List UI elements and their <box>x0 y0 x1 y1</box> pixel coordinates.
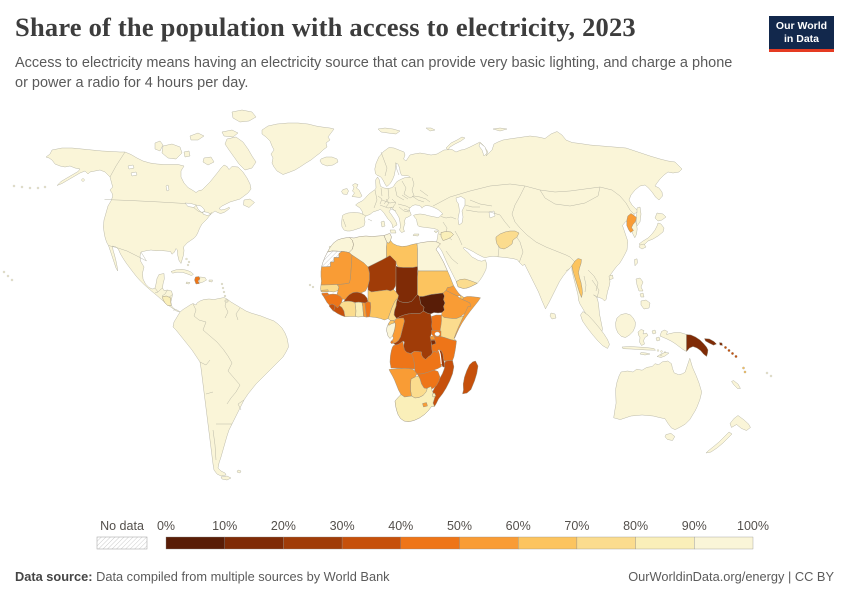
svg-text:100%: 100% <box>737 519 769 533</box>
svg-text:30%: 30% <box>330 519 355 533</box>
svg-text:80%: 80% <box>623 519 648 533</box>
svg-text:50%: 50% <box>447 519 472 533</box>
svg-text:40%: 40% <box>388 519 413 533</box>
svg-text:10%: 10% <box>212 519 237 533</box>
svg-text:0%: 0% <box>157 519 175 533</box>
svg-text:60%: 60% <box>506 519 531 533</box>
svg-text:70%: 70% <box>564 519 589 533</box>
svg-text:90%: 90% <box>682 519 707 533</box>
svg-text:20%: 20% <box>271 519 296 533</box>
svg-text:No data: No data <box>100 519 144 533</box>
